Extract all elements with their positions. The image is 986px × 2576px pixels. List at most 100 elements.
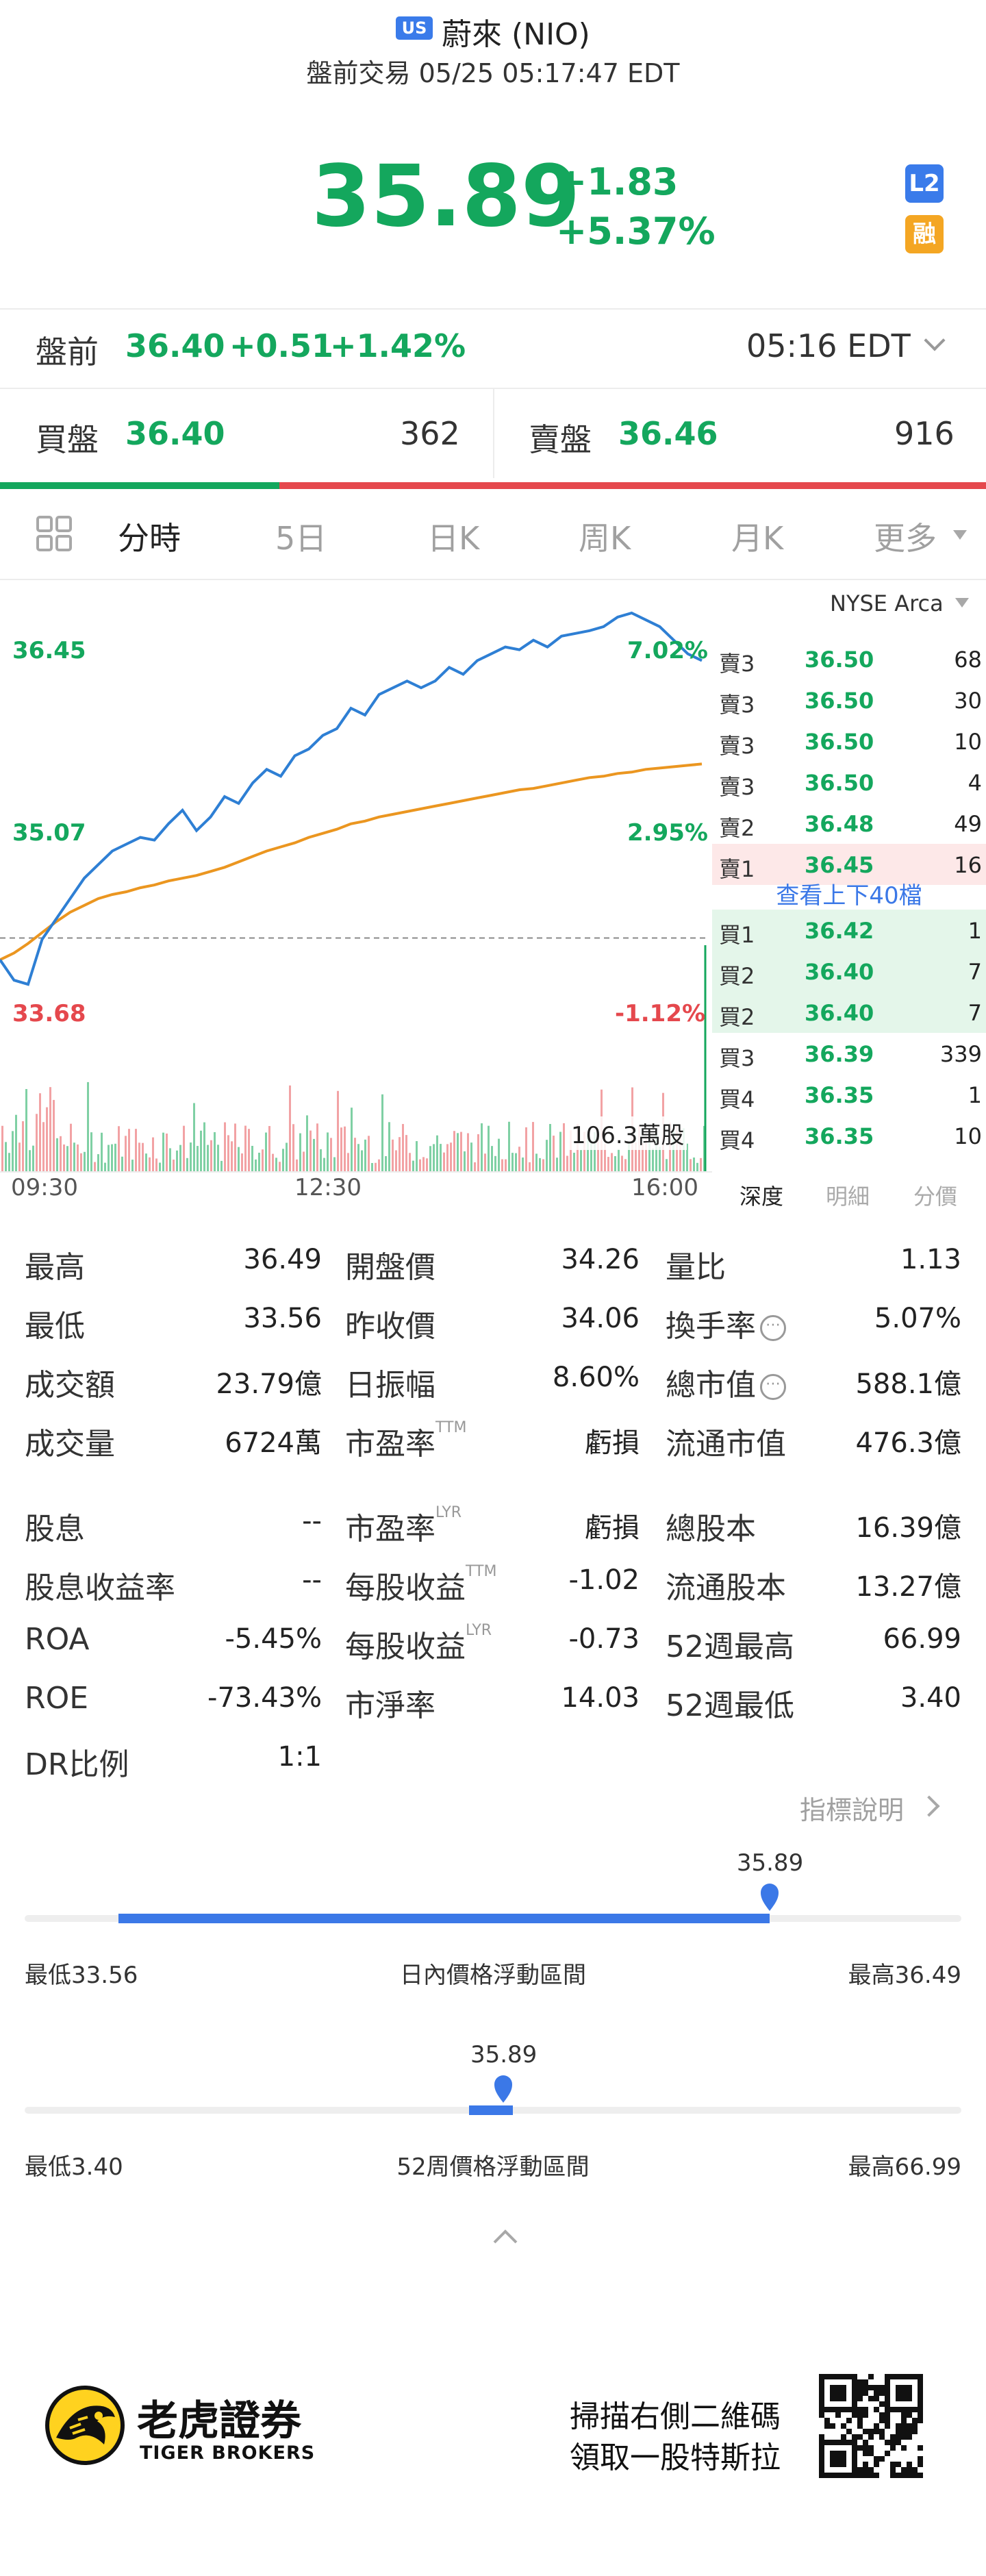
volume-bar [214, 1131, 216, 1171]
stat-label: 市盈率LYR [345, 1504, 462, 1547]
chevron-right-icon[interactable] [918, 1795, 940, 1817]
brand-name-en: TIGER BROKERS [140, 2442, 316, 2464]
divider [0, 388, 986, 389]
premarket-label: 盤前 [36, 334, 99, 371]
promo-line-2: 領取一股特斯拉 [570, 2440, 781, 2475]
info-icon[interactable]: ⋯ [760, 1374, 786, 1400]
brand-name-cn: 老虎證券 [137, 2397, 301, 2445]
bid-level-row[interactable]: 買1 36.42 1 [712, 910, 986, 951]
stat-value: 虧損 [585, 1512, 640, 1544]
volume-bar [39, 1093, 41, 1171]
volume-bar [36, 1114, 38, 1171]
day-range-current: 35.89 [736, 1849, 804, 1877]
bid-size: 362 [400, 415, 460, 452]
volume-bar [90, 1132, 92, 1171]
volume-bar [210, 1140, 212, 1171]
volume-bar [262, 1149, 264, 1171]
volume-bar [453, 1131, 455, 1171]
ask-level-row[interactable]: 賣3 36.50 68 [712, 638, 986, 679]
volume-bar [388, 1122, 390, 1171]
volume-bar [532, 1122, 534, 1171]
volume-bar [686, 1143, 688, 1171]
bid-level-row[interactable]: 買2 36.40 7 [712, 992, 986, 1033]
tab-daily-k[interactable]: 日K [427, 520, 480, 557]
caret-down-icon[interactable] [952, 529, 968, 541]
volume-bar [70, 1123, 72, 1171]
bid-size: 10 [954, 1123, 982, 1149]
stock-title[interactable]: 蔚來 (NIO) [442, 17, 590, 52]
tab-more[interactable]: 更多 [874, 520, 937, 557]
volume-bar [142, 1142, 144, 1171]
bid-level-row[interactable]: 買4 36.35 10 [712, 1115, 986, 1156]
ask-level-row[interactable]: 賣3 36.50 4 [712, 762, 986, 803]
intraday-chart[interactable]: 36.45 35.07 33.68 7.02% 2.95% -1.12% 106… [0, 589, 709, 1171]
volume-bar [279, 1162, 281, 1171]
ask-size: 10 [954, 729, 982, 755]
bid-price: 36.39 [805, 1041, 874, 1067]
volume-bar [690, 1159, 692, 1171]
info-icon[interactable]: ⋯ [760, 1315, 786, 1341]
volume-bar [217, 1145, 219, 1171]
volume-bar [5, 1142, 7, 1171]
ask-level-row[interactable]: 賣3 36.50 10 [712, 721, 986, 762]
volume-bar [313, 1138, 315, 1171]
exchange-selector[interactable]: NYSE Arca [830, 590, 944, 616]
chevron-down-icon[interactable] [924, 329, 946, 351]
tab-intraday[interactable]: 分時 [118, 520, 181, 557]
tab-monthly-k[interactable]: 月K [731, 520, 784, 557]
tab-details[interactable]: 明細 [826, 1184, 870, 1210]
volume-bar [265, 1132, 267, 1171]
chevron-up-icon[interactable] [492, 2227, 519, 2245]
bid-level-row[interactable]: 買3 36.39 339 [712, 1033, 986, 1074]
tab-depth[interactable]: 深度 [740, 1184, 784, 1210]
stat-label: 最低 [25, 1309, 85, 1344]
volume-bar [412, 1160, 414, 1171]
bid-size: 1 [968, 918, 982, 944]
tab-price-distribution[interactable]: 分價 [913, 1184, 958, 1210]
volume-label: 106.3萬股 [568, 1116, 687, 1150]
y-label-top: 36.45 [12, 637, 86, 664]
volume-bar [340, 1127, 342, 1171]
day-range-fill [118, 1914, 770, 1923]
stat-label: 流通市值 [666, 1427, 786, 1462]
ask-level-row[interactable]: 賣3 36.50 30 [712, 679, 986, 721]
view-more-levels-link[interactable]: 查看上下40檔 [776, 882, 922, 910]
volume-bar [597, 1134, 599, 1171]
stat-label: 換手率 ⋯ [666, 1301, 786, 1345]
indicator-explain-link[interactable]: 指標說明 [800, 1795, 905, 1825]
tab-5day[interactable]: 5日 [275, 520, 327, 557]
grid-icon[interactable] [36, 515, 73, 552]
volume-bar [522, 1157, 524, 1171]
ask-level-row[interactable]: 賣1 36.45 16 [712, 844, 986, 885]
bid-level-row[interactable]: 買4 36.35 1 [712, 1074, 986, 1115]
tab-weekly-k[interactable]: 周K [579, 520, 631, 557]
volume-bar [131, 1160, 134, 1171]
volume-bar [238, 1147, 240, 1171]
volume-bar [73, 1142, 75, 1171]
volume-bar [422, 1157, 425, 1171]
ask-side: 賣1 [719, 856, 755, 882]
stat-label: 量比 [666, 1250, 726, 1285]
volume-bar [494, 1155, 496, 1171]
stat-label: 最高 [25, 1250, 85, 1285]
ask-size: 49 [954, 811, 982, 837]
ask-level-row[interactable]: 賣2 36.48 49 [712, 803, 986, 844]
average-price-line [0, 762, 703, 962]
level2-badge[interactable]: L2 [905, 164, 944, 203]
volume-bar [559, 1131, 561, 1171]
volume-bar [563, 1123, 565, 1171]
bid-price: 36.40 [805, 1000, 874, 1026]
volume-bar [361, 1150, 363, 1171]
caret-down-icon[interactable] [955, 597, 970, 608]
volume-bar [542, 1159, 544, 1171]
bid-level-row[interactable]: 買2 36.40 7 [712, 951, 986, 992]
margin-badge[interactable]: 融 [905, 215, 944, 253]
stat-label: 市淨率 [345, 1688, 435, 1723]
stat-label: 總股本 [666, 1512, 756, 1547]
volume-bar [344, 1126, 346, 1171]
stat-label: 成交量 [25, 1427, 115, 1462]
volume-bar [111, 1144, 113, 1171]
volume-bar [648, 1130, 650, 1171]
volume-bar [477, 1134, 479, 1171]
volume-bar [518, 1147, 520, 1171]
